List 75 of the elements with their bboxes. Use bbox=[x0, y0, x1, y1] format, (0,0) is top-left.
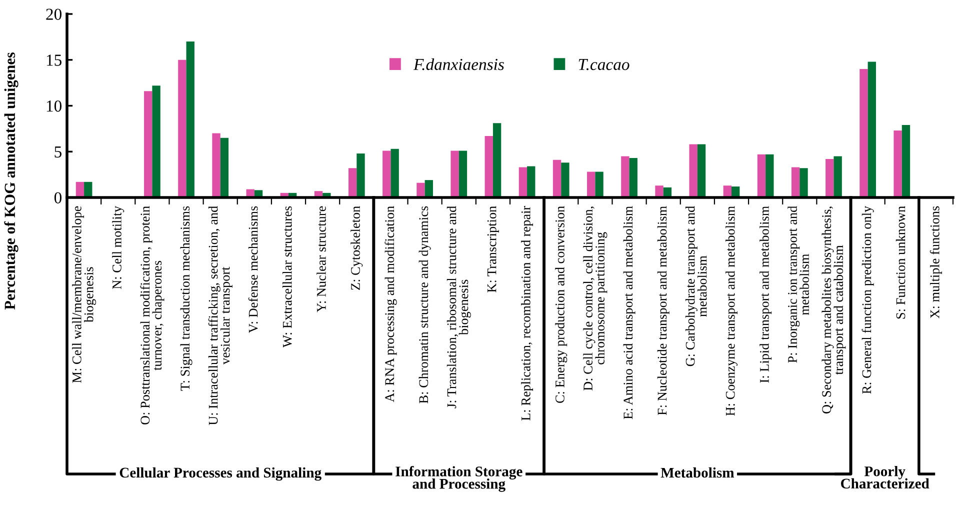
text: Metabolism bbox=[660, 467, 734, 478]
bar bbox=[791, 167, 800, 198]
bar bbox=[766, 154, 774, 198]
x-tick-label: G: Carbohydrate transport and metabolism bbox=[685, 206, 707, 366]
bar bbox=[144, 91, 152, 198]
bar bbox=[492, 123, 502, 198]
y-tick-label: 0 bbox=[54, 192, 62, 204]
x-tick-label: I: Lipid transport and metabolism bbox=[760, 206, 772, 383]
bar bbox=[595, 172, 604, 198]
x-tick-label: Q: Secondary metabolites biosynthesis, transport and catabolism bbox=[822, 206, 846, 414]
bar bbox=[390, 148, 399, 198]
bar bbox=[212, 133, 220, 198]
bar bbox=[458, 150, 468, 198]
bar bbox=[416, 182, 425, 198]
y-tick-label: 20 bbox=[46, 8, 62, 20]
bar bbox=[834, 156, 842, 198]
x-tick-label: C: Energy production and conversion bbox=[555, 206, 568, 403]
y-axis-title: Percentage of KOG annotated unigenes bbox=[4, 52, 18, 310]
bar bbox=[356, 153, 365, 198]
text: Poorly Characterized bbox=[841, 466, 930, 489]
bar bbox=[424, 180, 433, 198]
legend-label: T.cacao bbox=[578, 59, 630, 70]
x-tick-label: N: Cell motility bbox=[112, 206, 124, 290]
bar bbox=[800, 168, 808, 198]
bar bbox=[689, 144, 698, 198]
x-tick-label: X: multiple functions bbox=[930, 206, 942, 318]
x-tick-label: Y: Nuclear structure bbox=[316, 206, 326, 312]
x-tick-label: M: Cell wall/membrane/envelope biogenesis bbox=[72, 206, 96, 383]
bar bbox=[152, 86, 160, 198]
text: Information Storage and Processing bbox=[396, 466, 522, 492]
bar bbox=[894, 130, 902, 198]
bar bbox=[186, 42, 194, 198]
bar bbox=[860, 69, 868, 198]
bar bbox=[757, 154, 766, 198]
bar bbox=[527, 166, 536, 198]
legend-label: F.danxiaensis bbox=[413, 58, 504, 70]
x-tick-label: P: Inorganic ion transport and metabolism bbox=[788, 206, 809, 363]
x-tick-label: F: Nucleotide transport and metabolism bbox=[657, 206, 670, 416]
bar bbox=[697, 144, 706, 198]
x-tick-label: A: RNA processing and modification bbox=[384, 206, 397, 402]
bar bbox=[561, 162, 570, 198]
x-tick-label: S: Function unknown bbox=[896, 206, 906, 319]
x-tick-label: E: Amino acid transport and metabolism bbox=[623, 206, 636, 420]
x-tick-label: U: Intracellular trafficking, secretion, and vesicular transport bbox=[208, 206, 232, 426]
bar bbox=[518, 167, 528, 198]
y-tick-label: 10 bbox=[46, 100, 62, 112]
bar bbox=[655, 186, 664, 198]
x-tick-label: K: Transcription bbox=[487, 206, 499, 292]
x-tick-label: L: Replication, recombination and repair bbox=[521, 206, 534, 421]
x-tick-label: Z: Cytoskeleton bbox=[350, 206, 363, 290]
bar bbox=[902, 125, 910, 198]
bar bbox=[629, 158, 638, 198]
x-tick-label: J: Translation, ribosomal structure and biogenesis bbox=[446, 206, 471, 408]
x-tick-label: B: Chromatin structure and dynamics bbox=[418, 206, 431, 404]
x-tick-label: W: Extracellular structures bbox=[282, 206, 292, 348]
bar bbox=[587, 172, 596, 198]
x-tick-label: D: Cell cycle control, cell division, chromosome partitioning bbox=[583, 206, 608, 390]
x-tick-label: T: Signal transduction mechanisms bbox=[180, 206, 192, 391]
bar bbox=[826, 158, 834, 198]
x-tick-label: V: Defense mechanisms bbox=[248, 206, 258, 333]
bar bbox=[382, 150, 391, 198]
bar bbox=[450, 150, 459, 198]
text: Cellular Processes and Signaling bbox=[120, 467, 322, 481]
y-tick-label: 15 bbox=[46, 54, 62, 66]
bar bbox=[220, 138, 229, 198]
bar bbox=[348, 168, 357, 198]
x-tick-label: R: General function prediction only bbox=[862, 206, 874, 394]
y-tick-label: 5 bbox=[54, 146, 62, 158]
bar bbox=[178, 60, 186, 198]
bar bbox=[552, 160, 562, 198]
bar bbox=[868, 62, 876, 198]
bar bbox=[621, 156, 630, 198]
bar bbox=[484, 136, 493, 198]
x-tick-label: O: Posttranslational modification, protein turnover, chaperones bbox=[140, 206, 164, 424]
x-tick-label: H: Coenzyme transport and metabolism bbox=[726, 206, 738, 416]
